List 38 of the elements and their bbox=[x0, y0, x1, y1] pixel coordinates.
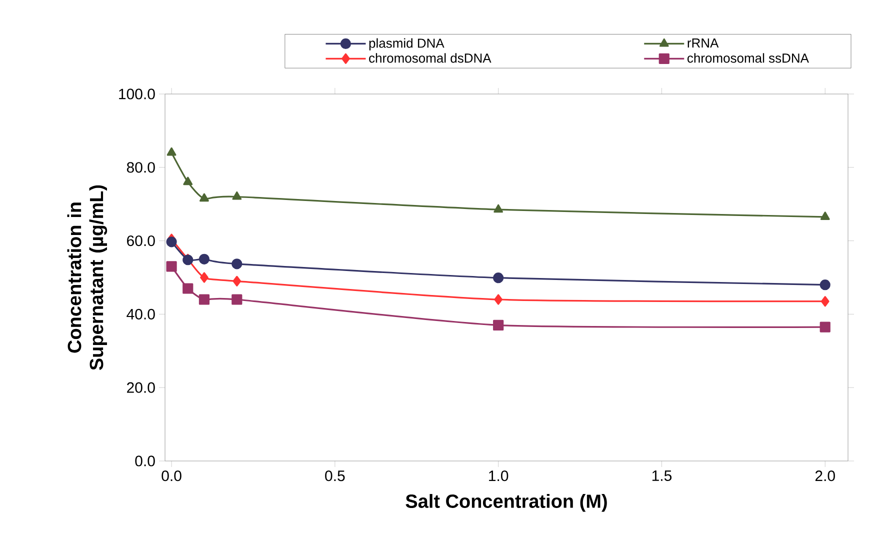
x-tick-label: 1.0 bbox=[489, 470, 508, 482]
point bbox=[182, 283, 194, 294]
point bbox=[232, 191, 242, 200]
point bbox=[232, 276, 242, 286]
y-axis-title: Concentration in Supernatant (µg/mL) bbox=[67, 185, 108, 370]
x-tick-label: 0.0 bbox=[162, 470, 182, 482]
point bbox=[820, 296, 830, 307]
point bbox=[232, 294, 242, 305]
point bbox=[198, 254, 210, 264]
point bbox=[183, 176, 193, 186]
point bbox=[198, 294, 210, 305]
legend-label: plasmid DNA bbox=[369, 38, 444, 50]
point bbox=[166, 147, 176, 156]
y-tick-label: 100.0 bbox=[119, 88, 155, 100]
x-tick-label: 1.5 bbox=[652, 470, 672, 481]
point bbox=[494, 294, 503, 305]
point bbox=[166, 236, 177, 248]
legend-label: chromosomal dsDNA bbox=[369, 53, 492, 63]
y-tick-label: 60.0 bbox=[127, 235, 155, 246]
point bbox=[820, 322, 830, 332]
y-tick-label: 0.0 bbox=[135, 456, 155, 466]
point bbox=[232, 258, 242, 270]
point bbox=[820, 280, 830, 290]
point bbox=[493, 272, 504, 284]
x-axis-title: Salt Concentration (M) bbox=[406, 494, 607, 512]
point bbox=[493, 320, 504, 330]
legend-label: rRNA bbox=[688, 38, 719, 48]
y-tick-label: 80.0 bbox=[126, 162, 155, 173]
y-tick-label: 20.0 bbox=[127, 382, 155, 393]
x-tick-label: 0.5 bbox=[325, 470, 345, 482]
point bbox=[494, 204, 504, 213]
x-tick-label: 2.0 bbox=[815, 470, 835, 482]
point bbox=[200, 193, 209, 202]
point bbox=[200, 272, 208, 283]
y-tick-label: 40.0 bbox=[126, 308, 155, 320]
legend-label: chromosomal ssDNA bbox=[687, 53, 809, 63]
point bbox=[820, 212, 830, 220]
point bbox=[166, 261, 177, 272]
